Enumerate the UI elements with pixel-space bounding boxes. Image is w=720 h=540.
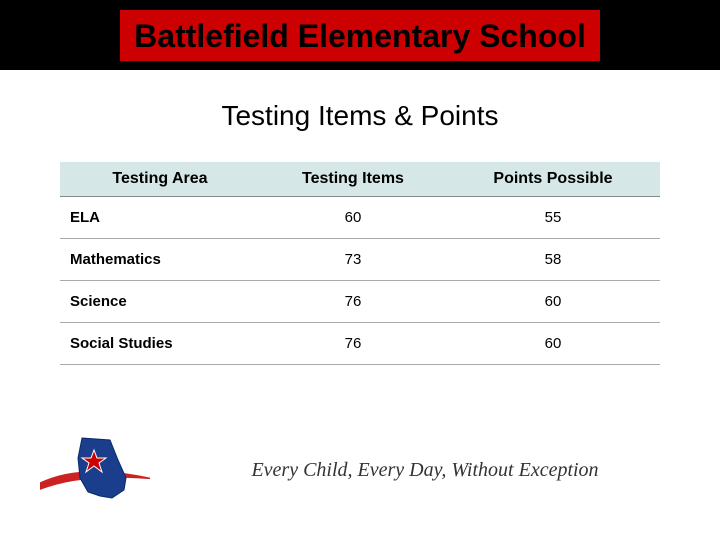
- footer: Every Child, Every Day, Without Exceptio…: [0, 430, 720, 510]
- col-header: Testing Area: [60, 162, 260, 197]
- items-cell: 73: [260, 239, 446, 281]
- items-cell: 60: [260, 197, 446, 239]
- area-cell: Mathematics: [60, 239, 260, 281]
- area-cell: Science: [60, 281, 260, 323]
- table-container: Testing Area Testing Items Points Possib…: [0, 162, 720, 365]
- georgia-logo-icon: [40, 430, 150, 510]
- items-cell: 76: [260, 281, 446, 323]
- items-cell: 76: [260, 323, 446, 365]
- area-cell: Social Studies: [60, 323, 260, 365]
- col-header: Points Possible: [446, 162, 660, 197]
- points-cell: 60: [446, 323, 660, 365]
- points-cell: 60: [446, 281, 660, 323]
- table-row: Science 76 60: [60, 281, 660, 323]
- area-cell: ELA: [60, 197, 260, 239]
- table-row: Social Studies 76 60: [60, 323, 660, 365]
- footer-tagline: Every Child, Every Day, Without Exceptio…: [170, 459, 680, 482]
- page-title: Battlefield Elementary School: [120, 10, 600, 61]
- subtitle: Testing Items & Points: [0, 100, 720, 132]
- table-row: Mathematics 73 58: [60, 239, 660, 281]
- points-cell: 58: [446, 239, 660, 281]
- table-header-row: Testing Area Testing Items Points Possib…: [60, 162, 660, 197]
- points-cell: 55: [446, 197, 660, 239]
- testing-table: Testing Area Testing Items Points Possib…: [60, 162, 660, 365]
- col-header: Testing Items: [260, 162, 446, 197]
- title-banner: Battlefield Elementary School: [0, 0, 720, 70]
- table-row: ELA 60 55: [60, 197, 660, 239]
